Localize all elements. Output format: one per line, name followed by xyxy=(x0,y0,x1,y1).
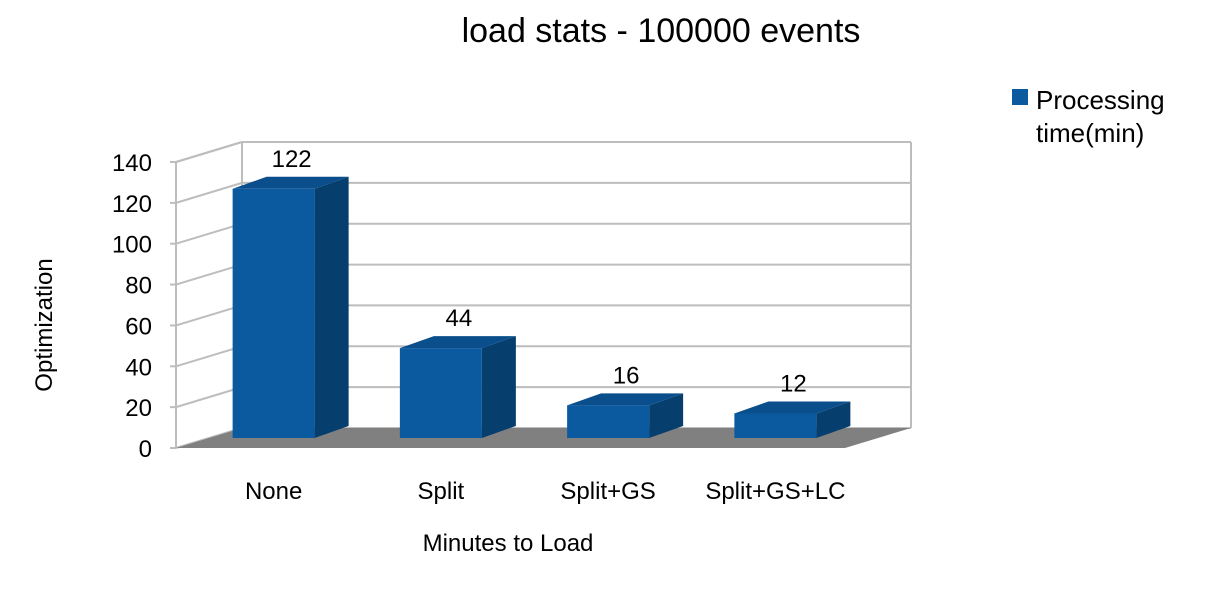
bar-top xyxy=(567,393,684,406)
bar-front xyxy=(567,405,650,438)
y-tick-label: 100 xyxy=(112,232,152,259)
bar-front xyxy=(232,188,315,438)
gridline-wall xyxy=(175,263,243,286)
bar-front xyxy=(734,413,817,438)
bar-side xyxy=(481,336,516,438)
x-tick-label: Split+GS+LC xyxy=(705,478,845,505)
y-tick-labels: 0 20 40 60 80 100 120 140 xyxy=(112,150,152,463)
y-tick-label: 20 xyxy=(125,395,152,422)
bar-front xyxy=(399,348,482,438)
chart-floor xyxy=(176,428,911,448)
gridline-wall xyxy=(175,345,243,368)
y-tick-label: 40 xyxy=(125,354,152,381)
y-tick-label: 120 xyxy=(112,191,152,218)
x-tick-label: Split xyxy=(418,478,465,505)
gridline-wall xyxy=(175,386,243,409)
y-tick-label: 0 xyxy=(139,436,152,463)
y-tick-label: 140 xyxy=(112,150,152,177)
legend: Processing time(min) xyxy=(1012,85,1165,148)
x-tick-label: None xyxy=(245,478,302,505)
gridline-wall xyxy=(175,222,243,245)
legend-label-line-1: Processing xyxy=(1036,85,1165,115)
bar xyxy=(567,393,684,438)
y-axis-label: Optimization xyxy=(31,258,58,391)
x-tick-label: Split+GS xyxy=(560,478,655,505)
gridline-wall xyxy=(175,304,243,327)
data-label: 16 xyxy=(613,362,640,389)
legend-swatch xyxy=(1012,89,1028,105)
left-wall-edge xyxy=(175,141,243,448)
chart-title: load stats - 100000 events xyxy=(462,12,861,50)
gridline-wall xyxy=(175,181,243,204)
bar-side xyxy=(649,393,684,438)
bar xyxy=(734,401,851,438)
bar-top xyxy=(232,176,349,189)
data-label: 44 xyxy=(446,305,473,332)
y-tick-label: 80 xyxy=(125,273,152,300)
data-labels: 122 44 16 12 xyxy=(272,146,807,398)
bar-top xyxy=(399,336,516,349)
bar xyxy=(399,336,516,438)
bar xyxy=(232,176,349,438)
legend-label-line-2: time(min) xyxy=(1036,118,1144,148)
bar-top xyxy=(734,401,851,414)
data-label: 122 xyxy=(272,146,312,173)
y-tick-label: 60 xyxy=(125,313,152,340)
bars xyxy=(232,176,851,438)
x-tick-labels: None Split Split+GS Split+GS+LC xyxy=(245,478,845,505)
bar-side xyxy=(314,176,349,438)
data-label: 12 xyxy=(780,370,807,397)
bar-side xyxy=(816,401,851,438)
x-axis-label: Minutes to Load xyxy=(423,530,594,557)
